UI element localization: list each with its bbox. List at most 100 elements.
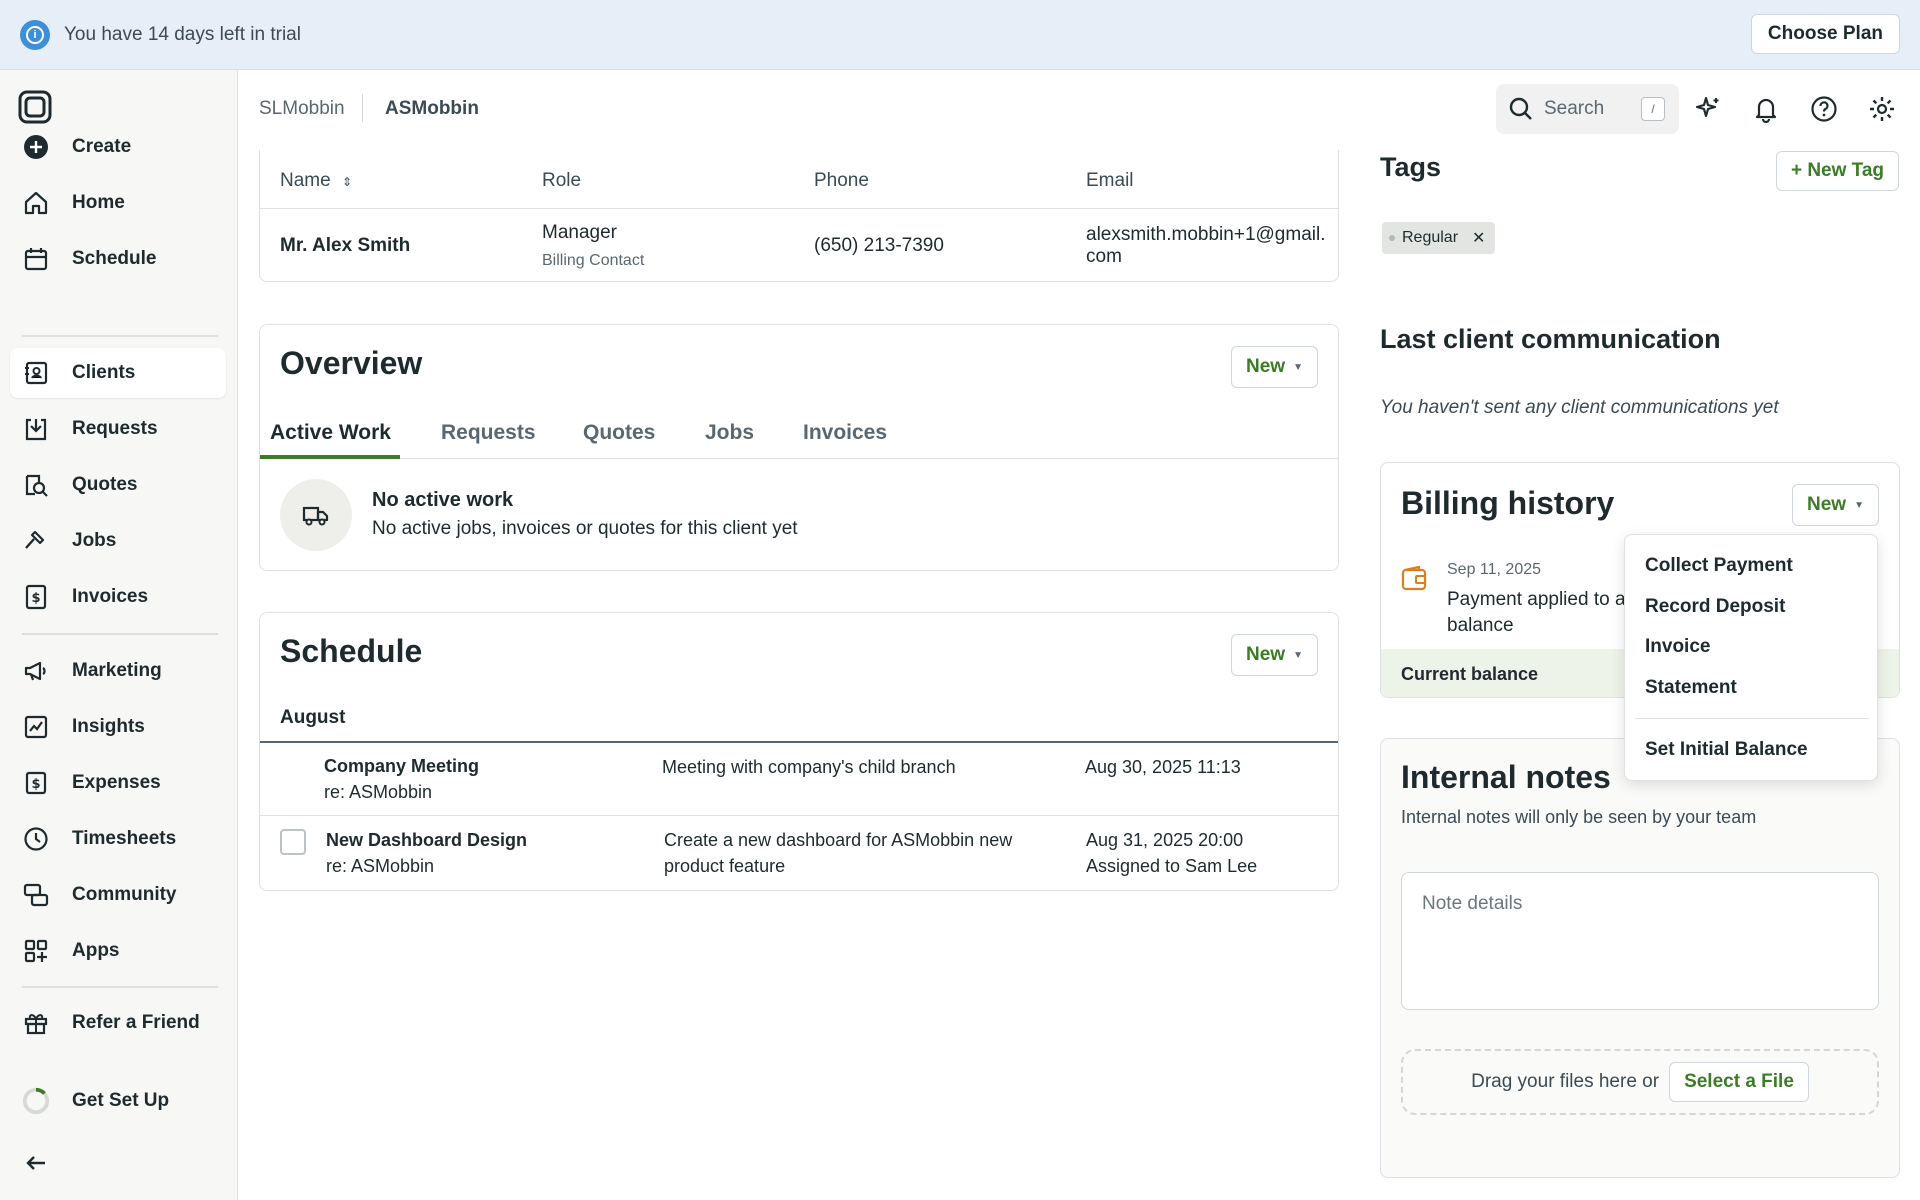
notes-title: Internal notes <box>1401 759 1611 795</box>
contact-role: Manager <box>542 222 617 243</box>
sidebar-item-jobs[interactable]: Jobs <box>10 516 226 566</box>
contact-name[interactable]: Mr. Alex Smith <box>280 235 411 256</box>
table-divider <box>260 208 1338 209</box>
sort-icon: ⇕ <box>341 175 353 189</box>
file-drop-zone[interactable]: Drag your files here or Select a File <box>1401 1049 1879 1115</box>
tabs-divider <box>260 458 1338 459</box>
sparkle-icon[interactable] <box>1691 92 1725 126</box>
sidebar: Create Home Schedule Clients Requests Qu… <box>0 70 238 1200</box>
search-shortcut: / <box>1641 97 1665 121</box>
chevron-down-icon: ▼ <box>1854 499 1864 511</box>
contact-phone[interactable]: (650) 213-7390 <box>814 235 944 256</box>
schedule-item-sub: re: ASMobbin <box>324 782 433 802</box>
column-header-role: Role <box>542 170 582 191</box>
row-divider <box>260 815 1338 816</box>
billing-entry-line2: balance <box>1447 615 1514 636</box>
community-icon <box>22 881 50 909</box>
tab-active-work[interactable]: Active Work <box>270 421 391 444</box>
current-balance-label: Current balance <box>1401 664 1539 684</box>
tab-requests[interactable]: Requests <box>441 421 536 444</box>
sidebar-item-label: Community <box>72 884 177 905</box>
sidebar-item-invoices[interactable]: $ Invoices <box>10 572 226 622</box>
search-input[interactable]: Search / <box>1496 84 1679 134</box>
sidebar-item-quotes[interactable]: Quotes <box>10 460 226 510</box>
help-icon[interactable] <box>1807 92 1841 126</box>
menu-item-statement[interactable]: Statement <box>1645 677 1737 698</box>
drop-text: Drag your files here or <box>1471 1071 1660 1092</box>
schedule-new-button[interactable]: New ▼ <box>1231 634 1318 676</box>
chart-icon <box>22 713 50 741</box>
tab-quotes[interactable]: Quotes <box>583 421 656 444</box>
menu-item-set-initial-balance[interactable]: Set Initial Balance <box>1645 739 1808 760</box>
task-checkbox[interactable] <box>280 829 306 855</box>
sidebar-item-marketing[interactable]: Marketing <box>10 646 226 696</box>
month-divider <box>260 741 1338 743</box>
sidebar-item-create[interactable]: Create <box>10 122 226 172</box>
tags-title: Tags <box>1380 152 1442 182</box>
schedule-title: Schedule <box>280 633 423 669</box>
home-icon <box>22 189 50 217</box>
hammer-icon <box>22 527 50 555</box>
requests-icon <box>22 415 50 443</box>
sidebar-item-apps[interactable]: Apps <box>10 926 226 976</box>
schedule-item-date: Aug 31, 2025 20:00 <box>1086 830 1244 850</box>
sidebar-item-get-set-up[interactable]: Get Set Up <box>10 1076 226 1126</box>
breadcrumb-parent[interactable]: SLMobbin <box>259 98 345 119</box>
sidebar-item-label: Expenses <box>72 772 161 793</box>
billing-entry-line1: Payment applied to a <box>1447 589 1626 610</box>
breadcrumb-divider <box>362 94 363 122</box>
arrow-left-icon <box>22 1149 50 1177</box>
select-file-button[interactable]: Select a File <box>1669 1062 1809 1102</box>
sidebar-item-timesheets[interactable]: Timesheets <box>10 814 226 864</box>
overview-card: Overview New ▼ Active Work Requests Quote… <box>259 324 1339 571</box>
column-header-email: Email <box>1086 170 1134 191</box>
schedule-month: August <box>280 707 346 728</box>
sidebar-item-requests[interactable]: Requests <box>10 404 226 454</box>
bell-icon[interactable] <box>1749 92 1783 126</box>
schedule-item-desc-cont: product feature <box>664 856 786 876</box>
sidebar-item-label: Clients <box>72 362 136 383</box>
clients-icon <box>22 359 50 387</box>
menu-item-record-deposit[interactable]: Record Deposit <box>1645 596 1786 617</box>
search-icon <box>1508 96 1534 122</box>
nav-divider <box>22 335 218 337</box>
menu-item-collect-payment[interactable]: Collect Payment <box>1645 555 1793 576</box>
close-icon[interactable]: ✕ <box>1472 230 1486 247</box>
plus-circle-icon <box>22 133 50 161</box>
contact-email-line1[interactable]: alexsmith.mobbin+1@gmail. <box>1086 224 1326 245</box>
sidebar-item-label: Insights <box>72 716 145 737</box>
logo-icon[interactable] <box>18 90 52 124</box>
sidebar-item-label: Quotes <box>72 474 138 495</box>
empty-state-title: No active work <box>372 489 514 511</box>
note-details-input[interactable]: Note details <box>1401 872 1879 1010</box>
sidebar-item-label: Jobs <box>72 530 117 551</box>
gear-icon[interactable] <box>1865 92 1899 126</box>
top-header: SLMobbin ASMobbin Search / <box>239 70 1920 148</box>
schedule-item-date: Aug 30, 2025 11:13 <box>1085 757 1241 777</box>
contact-email-line2[interactable]: com <box>1086 246 1122 267</box>
overview-new-button[interactable]: New ▼ <box>1231 346 1318 388</box>
invoice-icon: $ <box>22 583 50 611</box>
billing-entry-date: Sep 11, 2025 <box>1447 561 1542 578</box>
column-header-name[interactable]: Name ⇕ <box>280 170 353 191</box>
sidebar-item-schedule[interactable]: Schedule <box>10 234 226 284</box>
billing-new-button[interactable]: New ▼ <box>1792 484 1879 526</box>
active-tab-indicator <box>260 455 400 459</box>
sidebar-item-community[interactable]: Community <box>10 870 226 920</box>
menu-item-invoice[interactable]: Invoice <box>1645 636 1711 657</box>
tab-invoices[interactable]: Invoices <box>803 421 888 444</box>
sidebar-item-home[interactable]: Home <box>10 178 226 228</box>
sidebar-item-label: Invoices <box>72 586 149 607</box>
new-tag-button[interactable]: + New Tag <box>1776 151 1899 191</box>
sidebar-item-label: Timesheets <box>72 828 177 849</box>
sidebar-item-label: Apps <box>72 940 120 961</box>
collapse-sidebar-button[interactable] <box>10 1138 226 1188</box>
sidebar-item-expenses[interactable]: $ Expenses <box>10 758 226 808</box>
choose-plan-button[interactable]: Choose Plan <box>1750 14 1900 54</box>
sidebar-item-label: Create <box>72 136 132 157</box>
tab-jobs[interactable]: Jobs <box>705 421 755 444</box>
calendar-icon <box>22 245 50 273</box>
sidebar-item-clients[interactable]: Clients <box>10 348 226 398</box>
sidebar-item-insights[interactable]: Insights <box>10 702 226 752</box>
sidebar-item-refer-a-friend[interactable]: Refer a Friend <box>10 998 226 1048</box>
